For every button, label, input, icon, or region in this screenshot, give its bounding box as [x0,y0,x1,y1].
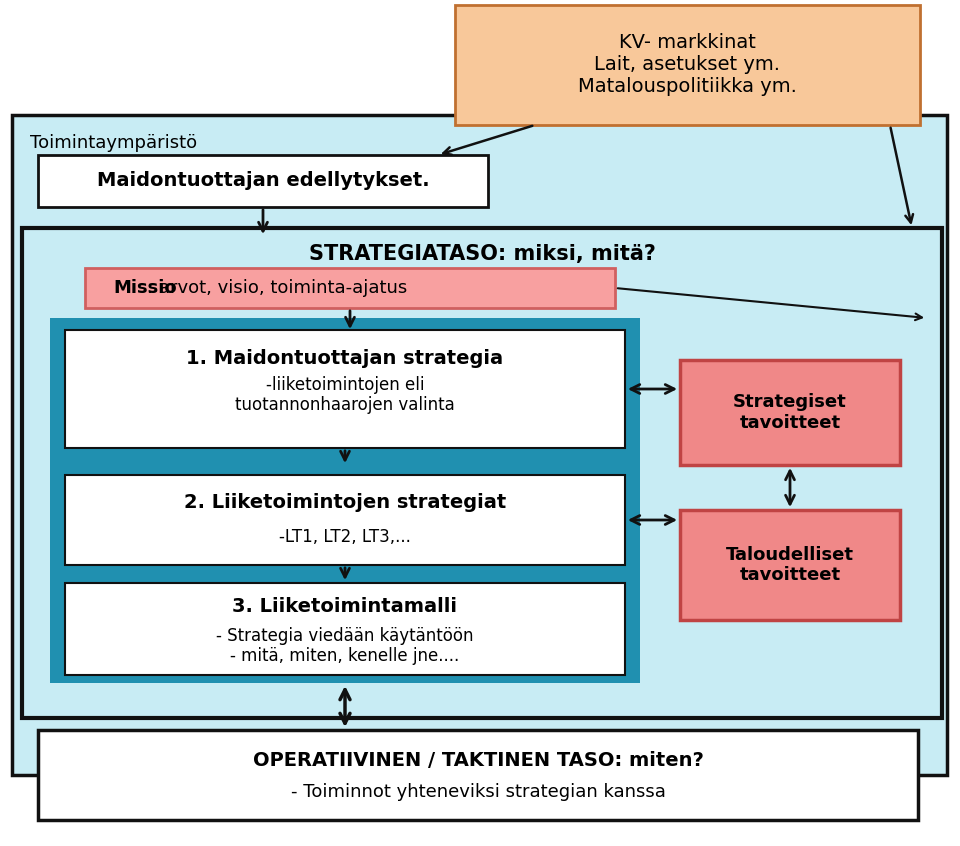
Text: - Toiminnot yhteneviksi strategian kanssa: - Toiminnot yhteneviksi strategian kanss… [291,783,665,801]
Text: Missio: Missio [113,279,177,297]
Bar [38,155,488,207]
Text: OPERATIIVINEN / TAKTINEN TASO: miten?: OPERATIIVINEN / TAKTINEN TASO: miten? [252,750,704,770]
Text: STRATEGIATASO: miksi, mitä?: STRATEGIATASO: miksi, mitä? [308,244,656,264]
Text: Taloudelliset
tavoitteet: Taloudelliset tavoitteet [726,546,854,585]
Text: Maidontuottajan edellytykset.: Maidontuottajan edellytykset. [97,172,429,190]
Text: 3. Liiketoimintamalli: 3. Liiketoimintamalli [232,597,458,617]
Bar [65,330,625,448]
Text: Strategiset
tavoitteet: Strategiset tavoitteet [733,393,847,432]
Bar [38,730,918,820]
Bar [680,360,900,465]
Text: -liiketoimintojen eli
tuotannonhaarojen valinta: -liiketoimintojen eli tuotannonhaarojen … [235,376,455,415]
Text: 2. Liiketoimintojen strategiat: 2. Liiketoimintojen strategiat [184,493,506,513]
Bar [65,475,625,565]
Bar [680,510,900,620]
Text: 1. Maidontuottajan strategia: 1. Maidontuottajan strategia [186,349,504,367]
Bar [85,268,615,308]
Text: - Strategia viedään käytäntöön
- mitä, miten, kenelle jne....: - Strategia viedään käytäntöön - mitä, m… [216,627,473,666]
Bar [65,583,625,675]
Bar [455,5,920,125]
Text: Toimintaympäristö: Toimintaympäristö [30,134,197,152]
Bar [12,115,947,775]
Text: -LT1, LT2, LT3,...: -LT1, LT2, LT3,... [279,528,411,546]
Text: KV- markkinat
Lait, asetukset ym.
Matalouspolitiikka ym.: KV- markkinat Lait, asetukset ym. Matalo… [578,34,797,96]
Text: : arvot, visio, toiminta-ajatus: : arvot, visio, toiminta-ajatus [147,279,407,297]
Bar [22,228,942,718]
Bar [50,318,640,683]
